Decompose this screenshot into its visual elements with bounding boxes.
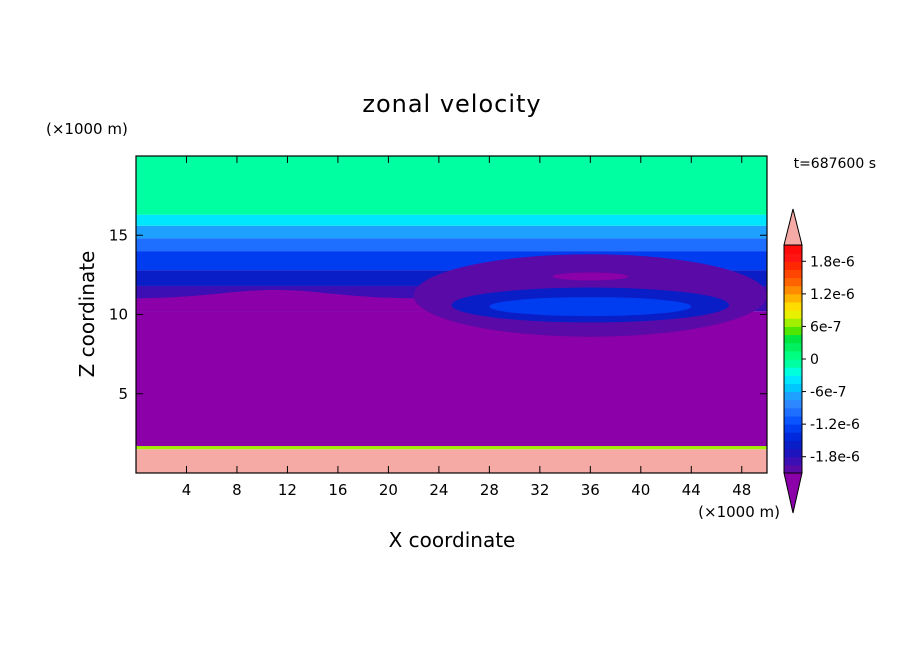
- x-tick-label: 44: [682, 481, 701, 499]
- colorbar-swatch: [784, 407, 802, 417]
- colorbar-swatch: [784, 269, 802, 279]
- y-axis-label: Z coordinate: [75, 251, 99, 378]
- x-tick-label: 40: [631, 481, 650, 499]
- chart-title: zonal velocity: [362, 90, 541, 118]
- colorbar-swatch: [784, 448, 802, 458]
- contour-band-9: [136, 156, 767, 215]
- colorbar-swatch: [784, 277, 802, 287]
- colorbar-swatch: [784, 367, 802, 376]
- colorbar-tick-label: 1.8e-6: [810, 254, 855, 270]
- x-tick-label: 4: [182, 481, 192, 499]
- y-axis-ticks: 5 10 15: [109, 226, 767, 403]
- time-label: t=687600 s: [794, 156, 876, 172]
- x-axis-ticks: 4 8 12 16 20 24 28 32 36 40 44 48: [182, 156, 751, 499]
- colorbar-swatch: [784, 326, 802, 336]
- colorbar-swatch: [784, 245, 802, 254]
- colorbar-tick-label: -1.8e-6: [810, 450, 860, 466]
- colorbar-swatch: [784, 318, 802, 327]
- colorbar-tick-label: 6e-7: [810, 319, 841, 335]
- x-tick-label: 12: [278, 481, 297, 499]
- colorbar-swatch: [784, 253, 802, 262]
- colorbar-swatch: [784, 383, 802, 393]
- x-tick-label: 36: [581, 481, 600, 499]
- colorbar-tick-label: 0: [810, 352, 819, 368]
- colorbar-swatch: [784, 375, 802, 384]
- colorbar-over-arrow: [783, 208, 803, 246]
- colorbar-tick-label: -6e-7: [810, 385, 847, 401]
- colorbar-swatch: [784, 302, 802, 311]
- x-tick-label: 48: [732, 481, 751, 499]
- colorbar-swatch: [784, 310, 802, 319]
- colorbar-swatch: [784, 424, 802, 433]
- y-tick-label: 15: [109, 226, 128, 244]
- colorbar-swatch: [784, 342, 802, 352]
- y-tick-label: 10: [109, 306, 128, 324]
- y-axis-unit: (×1000 m): [46, 120, 128, 138]
- y-tick-label: 5: [118, 385, 128, 403]
- x-tick-label: 28: [480, 481, 499, 499]
- x-tick-label: 32: [530, 481, 549, 499]
- eddy-lower-core: [489, 297, 692, 317]
- colorbar-swatch: [784, 391, 802, 401]
- x-tick-label: 16: [328, 481, 347, 499]
- colorbar-swatch: [784, 293, 802, 303]
- contour-west-lobe: [136, 289, 439, 312]
- colorbar-swatch: [784, 334, 802, 344]
- contour-band-1: [136, 446, 767, 450]
- colorbar-under-arrow: [783, 472, 803, 514]
- x-tick-label: 24: [429, 481, 448, 499]
- contour-field: [136, 156, 767, 473]
- colorbar-tick-label: -1.2e-6: [810, 417, 860, 433]
- colorbar-swatch: [784, 416, 802, 425]
- colorbar-swatch: [784, 285, 802, 295]
- colorbar-swatch: [784, 464, 802, 474]
- contour-band-6: [136, 238, 767, 252]
- colorbar-swatch: [784, 359, 802, 368]
- x-tick-label: 8: [232, 481, 242, 499]
- colorbar: 1.8e-6 1.2e-6 6e-7 0 -6e-7 -1.2e-6 -1.8e-6: [783, 208, 860, 514]
- contour-band-0: [136, 449, 767, 473]
- colorbar-tick-label: 1.2e-6: [810, 287, 855, 303]
- colorbar-swatch: [784, 440, 802, 450]
- contour-band-2: [136, 311, 767, 447]
- eddy-upper-core: [552, 272, 629, 281]
- colorbar-swatch: [784, 432, 802, 441]
- contour-band-8: [136, 214, 767, 226]
- x-axis-unit: (×1000 m): [698, 503, 780, 521]
- colorbar-swatch: [784, 261, 802, 270]
- x-axis-label: X coordinate: [389, 528, 516, 552]
- colorbar-swatch: [784, 350, 802, 360]
- x-tick-label: 20: [379, 481, 398, 499]
- colorbar-swatch: [784, 399, 802, 409]
- colorbar-swatch: [784, 456, 802, 466]
- contour-band-7: [136, 225, 767, 239]
